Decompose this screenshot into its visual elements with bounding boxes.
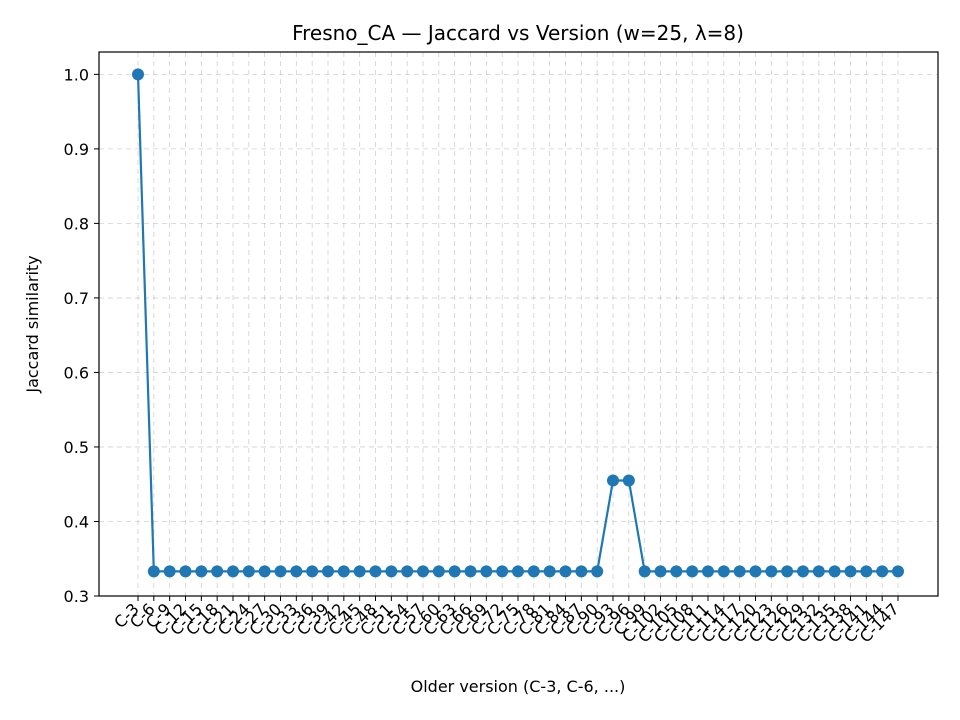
y-tick-label: 0.6 [64,363,89,382]
data-point [765,565,778,578]
data-point [670,565,683,578]
data-point [337,565,350,578]
data-point [417,565,429,578]
data-point [828,565,841,578]
data-point [702,565,714,578]
data-point [797,565,809,578]
data-point [163,565,176,578]
data-point [781,565,794,578]
data-point [274,565,287,578]
data-point [132,68,144,81]
data-point [622,474,635,487]
data-point [591,565,604,578]
data-point [401,565,414,578]
data-point [147,565,160,578]
data-point [448,565,461,578]
y-tick-label: 1.0 [64,65,89,84]
x-axis-label: Older version (C-3, C-6, ...) [411,677,626,696]
data-point [464,565,477,578]
data-point [258,565,271,578]
data-point [654,565,667,578]
data-point [227,565,239,578]
data-point [527,565,540,578]
data-point [607,474,619,487]
y-tick-label: 0.8 [64,214,89,233]
data-point [860,565,873,578]
data-point [242,565,255,578]
grid-layer [99,52,938,597]
data-point [306,565,319,578]
data-point [179,565,192,578]
y-tick-label: 0.3 [64,587,89,606]
data-point [844,565,857,578]
data-point [290,565,303,578]
data-point [876,565,889,578]
data-point [749,565,762,578]
data-point [559,565,572,578]
data-point [353,565,366,578]
data-point [369,565,382,578]
data-point [686,565,699,578]
y-axis-label: Jaccard similarity [23,255,42,393]
data-point [575,565,588,578]
y-tick-label: 0.7 [64,289,89,308]
data-point [812,565,825,578]
data-point [733,565,746,578]
data-point [385,565,398,578]
y-axis: 0.3 0.4 0.5 0.6 0.7 0.8 0.9 1.0 [64,65,99,606]
data-point [717,565,730,578]
data-point [480,565,493,578]
data-point [638,565,651,578]
data-point [432,565,445,578]
data-point [211,565,224,578]
y-tick-label: 0.9 [64,140,89,159]
series-layer [132,68,904,578]
data-point [496,565,509,578]
chart-title: Fresno_CA — Jaccard vs Version (w=25, λ=… [292,21,744,45]
y-tick-label: 0.5 [64,438,89,457]
data-point [512,565,524,578]
data-point [322,565,334,578]
data-point [892,565,904,578]
y-tick-label: 0.4 [64,512,89,531]
data-point [543,565,556,578]
data-point [195,565,208,578]
